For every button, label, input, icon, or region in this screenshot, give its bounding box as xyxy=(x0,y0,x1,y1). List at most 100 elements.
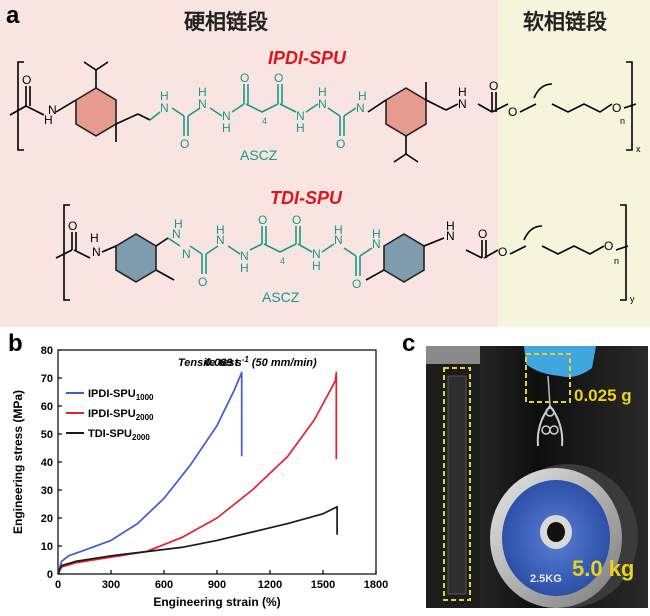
ascz-label-2: ASCZ xyxy=(262,289,300,305)
svg-text:O: O xyxy=(180,137,189,151)
atom-o: O xyxy=(22,73,31,87)
svg-text:N: N xyxy=(182,247,191,261)
y-tick-label: 20 xyxy=(41,513,53,525)
svg-text:O: O xyxy=(604,239,613,253)
y-tick-label: 40 xyxy=(41,457,53,469)
panel-b-letter: b xyxy=(8,330,23,357)
film-sample xyxy=(447,375,467,595)
ascz-atom-labels-1: N H O N H N H O O 4 N H N H O N H ASCZ xyxy=(160,71,367,163)
svg-text:N: N xyxy=(296,109,305,123)
svg-text:O: O xyxy=(240,71,249,85)
chemical-structures: O H N N H O O O n x N H O N H N H O O 4 … xyxy=(9,61,641,305)
panel-a-structures: a 硬相链段 软相链段 IPDI-SPU TDI-SPU xyxy=(0,0,650,327)
ascz-label-1: ASCZ xyxy=(240,147,278,163)
svg-text:H: H xyxy=(318,85,327,99)
mass-film-label: 0.025 g xyxy=(574,386,632,405)
svg-text:O: O xyxy=(478,227,487,241)
y-tick-label: 0 xyxy=(47,569,53,581)
bracket-left-2 xyxy=(63,204,70,301)
y-tick-label: 70 xyxy=(41,373,53,385)
svg-text:O: O xyxy=(292,213,301,227)
hard-segment-label: 硬相链段 xyxy=(184,10,268,34)
svg-text:N: N xyxy=(222,109,231,123)
subscript-x: x xyxy=(636,144,641,154)
svg-text:N: N xyxy=(334,233,343,247)
svg-text:H: H xyxy=(372,227,381,241)
svg-text:N: N xyxy=(160,101,169,115)
svg-text:H: H xyxy=(198,85,207,99)
legend-label: IPDI-SPU2000 xyxy=(88,408,154,422)
legend-label: TDI-SPU2000 xyxy=(88,428,150,442)
series-line-0 xyxy=(57,371,243,575)
svg-text:H: H xyxy=(216,223,225,237)
svg-text:H: H xyxy=(296,121,305,135)
atom-n: N xyxy=(458,97,467,111)
subscript-n: n xyxy=(620,116,625,126)
x-tick-label: 0 xyxy=(55,579,61,591)
svg-text:N: N xyxy=(198,97,207,111)
tdi-spu-title: TDI-SPU xyxy=(270,188,342,208)
ipdi-atom-labels: O H N N H O O O n x xyxy=(22,73,641,154)
ipdi-ring-left xyxy=(75,87,117,137)
ipdi-ring-right xyxy=(385,87,427,137)
x-tick-label: 600 xyxy=(155,579,173,591)
svg-text:H: H xyxy=(240,261,249,275)
annotation-prefix: Tensile test xyxy=(178,357,239,369)
panel-b-tensile-chart: b 0 300 600 900 1200 1500 1800 0 10 20 30 40 50 60 70 8… xyxy=(0,330,400,611)
tdi-atom-labels: O H N N H O O O n y xyxy=(68,219,635,304)
weight-lifting-photo: 2.5KG xyxy=(426,346,648,608)
svg-text:H: H xyxy=(160,89,169,103)
x-tick-label: 1500 xyxy=(311,579,335,591)
ipdi-spu-structure xyxy=(9,61,637,163)
x-tick-label: 1200 xyxy=(258,579,282,591)
ascz-structure-2 xyxy=(167,226,373,276)
svg-text:4: 4 xyxy=(262,116,267,126)
tdi-ring-left xyxy=(115,233,157,283)
svg-text:O: O xyxy=(198,275,207,289)
bracket-right-2 xyxy=(620,204,627,301)
svg-text:H: H xyxy=(222,121,231,135)
subscript-y: y xyxy=(630,294,635,304)
atom-o: O xyxy=(489,79,498,93)
svg-text:N: N xyxy=(372,237,381,251)
svg-text:O: O xyxy=(274,71,283,85)
photo-illustration: 2.5KG xyxy=(426,346,648,608)
bracket-right-1 xyxy=(626,61,633,151)
x-tick-label: 1800 xyxy=(364,579,388,591)
svg-text:N: N xyxy=(318,97,327,111)
tdi-ring-right xyxy=(383,233,425,283)
y-tick-label: 60 xyxy=(41,401,53,413)
x-tick-label: 900 xyxy=(208,579,226,591)
atom-h: H xyxy=(44,113,53,127)
annotation-rate: 0.069 s xyxy=(205,357,242,369)
legend-label: IPDI-SPU1000 xyxy=(88,388,154,402)
series-line-2 xyxy=(57,505,338,575)
panel-c-letter: c xyxy=(402,330,416,357)
svg-text:N: N xyxy=(446,229,455,243)
atom-h: H xyxy=(458,85,467,99)
svg-text:N: N xyxy=(216,233,225,247)
x-tick-label: 300 xyxy=(102,579,120,591)
panel-c-photo: c xyxy=(402,330,650,611)
svg-text:N: N xyxy=(312,247,321,261)
svg-text:N: N xyxy=(92,245,101,259)
ascz-atom-labels-2: N H N O N H N H O O 4 N H N H O N H ASCZ xyxy=(172,213,381,305)
panel-a-letter: a xyxy=(6,2,20,29)
svg-text:H: H xyxy=(90,231,99,245)
y-tick-label: 30 xyxy=(41,485,53,497)
legend: IPDI-SPU1000 IPDI-SPU2000 TDI-SPU2000 xyxy=(66,388,154,442)
svg-text:O: O xyxy=(352,277,361,291)
atom-o: O xyxy=(508,105,517,119)
svg-text:N: N xyxy=(356,101,365,115)
y-axis-label: Engineering stress (MPa) xyxy=(11,390,25,534)
film-hold-box xyxy=(525,353,571,403)
svg-text:O: O xyxy=(336,137,345,151)
ascz-structure-1 xyxy=(149,84,357,136)
stress-strain-chart: 0 300 600 900 1200 1500 180001020304050607080 … xyxy=(11,345,388,609)
svg-text:O: O xyxy=(68,219,77,233)
soft-segment-background xyxy=(498,0,650,327)
svg-text:O: O xyxy=(498,245,507,259)
annotation-rate-line: 0.069 s-1 (50 mm/min) xyxy=(205,355,317,369)
svg-text:H: H xyxy=(312,259,321,273)
svg-text:H: H xyxy=(446,219,455,233)
